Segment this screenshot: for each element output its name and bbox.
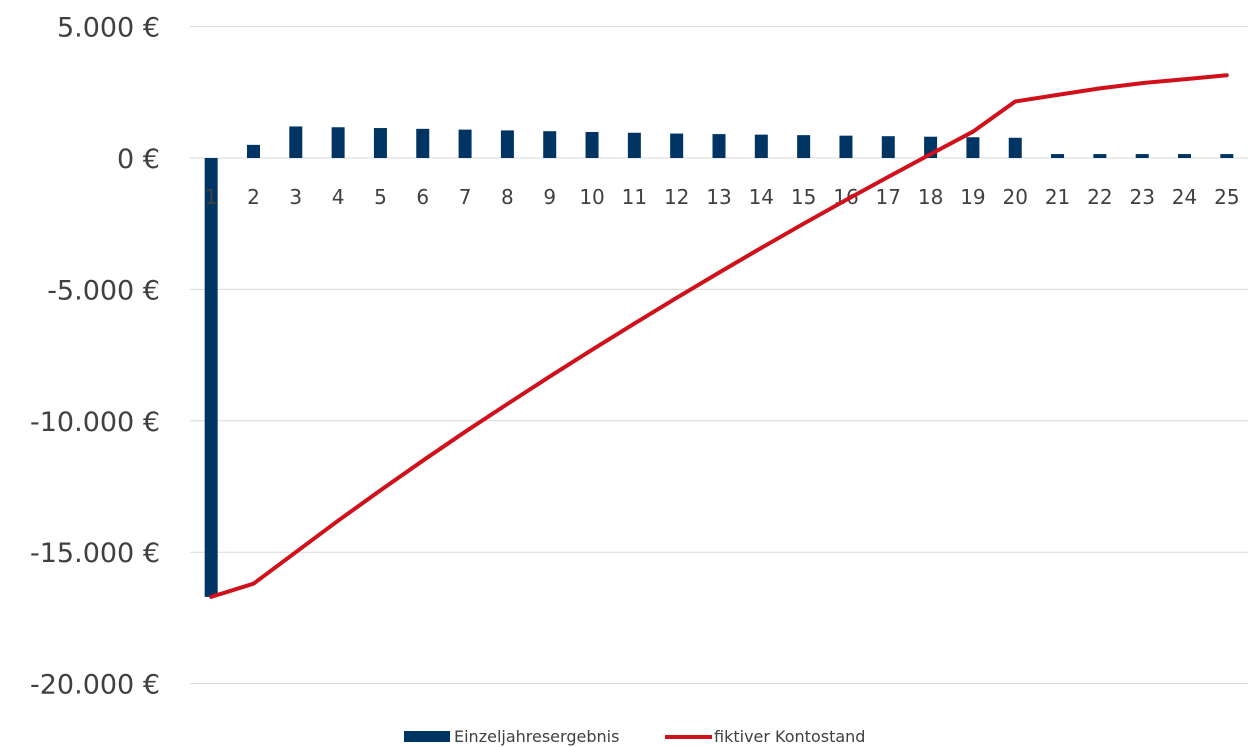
legend: Einzeljahresergebnis fiktiver Kontostand bbox=[404, 727, 865, 746]
bar bbox=[458, 129, 472, 158]
x-tick-label: 25 bbox=[1214, 185, 1239, 209]
x-tick-label: 13 bbox=[706, 185, 731, 209]
x-tick-label: 5 bbox=[374, 185, 387, 209]
gridlines bbox=[190, 26, 1248, 685]
x-tick-label: 22 bbox=[1087, 185, 1112, 209]
x-tick-label: 23 bbox=[1129, 185, 1154, 209]
bar bbox=[754, 134, 768, 158]
bar bbox=[373, 128, 387, 158]
bar bbox=[289, 126, 303, 158]
x-tick-label: 19 bbox=[960, 185, 985, 209]
x-tick-label: 8 bbox=[501, 185, 514, 209]
x-tick-label: 20 bbox=[1003, 185, 1028, 209]
bar bbox=[543, 131, 557, 158]
bar bbox=[1051, 154, 1065, 158]
x-tick-label: 7 bbox=[459, 185, 472, 209]
bar bbox=[204, 158, 218, 597]
bar bbox=[1135, 154, 1149, 158]
bar bbox=[1008, 137, 1022, 158]
bar bbox=[1178, 154, 1192, 158]
y-tick-label: 5.000 € bbox=[57, 13, 160, 44]
x-tick-label: 15 bbox=[791, 185, 816, 209]
y-tick-label: -15.000 € bbox=[30, 538, 160, 569]
bar bbox=[797, 135, 811, 158]
bar bbox=[1220, 154, 1234, 158]
y-tick-label: -20.000 € bbox=[30, 670, 160, 701]
x-tick-label: 2 bbox=[247, 185, 260, 209]
bar bbox=[839, 135, 853, 158]
x-axis-tick-labels: 1 2 3 4 5 6 7 8 9 10 11 12 13 14 15 16 17 18 19 20 21 22 23 24 2… bbox=[205, 185, 1240, 209]
bar bbox=[1093, 154, 1107, 158]
x-tick-label: 1 bbox=[205, 185, 218, 209]
bar bbox=[500, 130, 514, 158]
y-tick-label: -5.000 € bbox=[47, 275, 160, 306]
x-tick-label: 14 bbox=[749, 185, 774, 209]
bar bbox=[966, 137, 980, 158]
x-tick-label: 17 bbox=[876, 185, 901, 209]
bar bbox=[585, 131, 599, 158]
bar-series bbox=[204, 126, 1234, 597]
x-tick-label: 10 bbox=[579, 185, 604, 209]
y-tick-label: -10.000 € bbox=[30, 407, 160, 438]
legend-label-bar: Einzeljahresergebnis bbox=[454, 727, 619, 746]
x-tick-label: 24 bbox=[1172, 185, 1197, 209]
legend-label-line: fiktiver Kontostand bbox=[714, 727, 865, 746]
legend-swatch-bar bbox=[404, 731, 450, 742]
bar bbox=[416, 128, 430, 158]
bar bbox=[246, 144, 260, 158]
bar bbox=[881, 136, 895, 158]
y-tick-label: 0 € bbox=[117, 144, 160, 175]
bar bbox=[712, 134, 726, 158]
x-tick-label: 21 bbox=[1045, 185, 1070, 209]
bar bbox=[331, 127, 345, 158]
x-tick-label: 4 bbox=[332, 185, 345, 209]
line-series bbox=[209, 73, 1229, 599]
x-tick-label: 3 bbox=[289, 185, 302, 209]
x-tick-label: 12 bbox=[664, 185, 689, 209]
x-tick-label: 6 bbox=[416, 185, 429, 209]
bar bbox=[627, 132, 641, 158]
bar bbox=[670, 133, 684, 158]
x-tick-label: 11 bbox=[622, 185, 647, 209]
x-tick-label: 18 bbox=[918, 185, 943, 209]
y-axis-tick-labels: 5.000 € 0 € -5.000 € -10.000 € -15.000 € -20.… bbox=[30, 13, 160, 701]
x-tick-label: 9 bbox=[543, 185, 556, 209]
